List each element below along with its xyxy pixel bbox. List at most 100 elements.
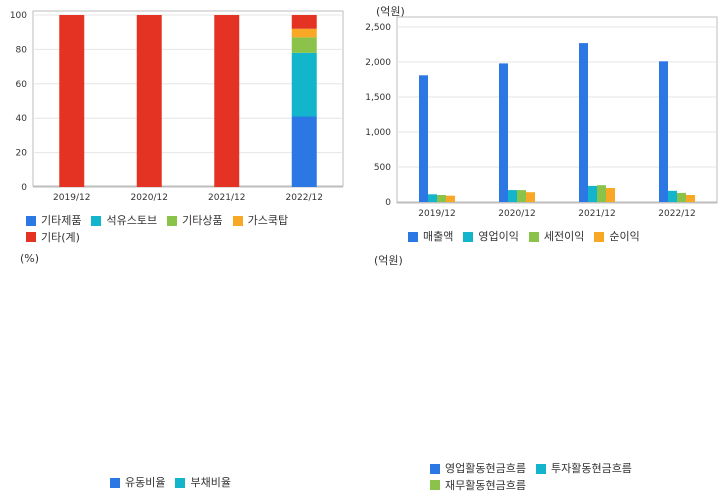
bar (136, 15, 162, 187)
plot-frame (396, 16, 718, 204)
legend-item: 순이익 (594, 229, 640, 244)
bar (588, 185, 597, 202)
bar (214, 15, 240, 187)
y-tick-label: 1,500 (365, 93, 391, 103)
legend-profit: 매출액 영업이익 세전이익 순이익 (408, 229, 708, 246)
legend-label: 가스쿡탑 (247, 214, 289, 227)
bar (419, 75, 428, 202)
legend-label: 영업이익 (478, 230, 519, 243)
bar (291, 52, 317, 117)
legend-label: 투자활동현금흐름 (550, 462, 632, 475)
chart-cashflow: -140-700701402019/122020/122021/122022/1… (360, 248, 720, 460)
y-tick-label: 80 (16, 45, 28, 55)
bar (291, 15, 317, 29)
y-tick-label: 0 (385, 198, 391, 208)
bar (291, 116, 317, 187)
y-tick-label: 2,000 (365, 58, 391, 68)
legend-label: 매출액 (423, 230, 454, 243)
bar (59, 15, 85, 187)
bar (508, 190, 517, 202)
legend-label: 기타(계) (41, 230, 80, 244)
bar (446, 195, 455, 202)
legend-swatch (463, 231, 474, 242)
bar (606, 188, 615, 202)
legend-swatch (430, 463, 440, 474)
legend-swatch (408, 231, 418, 242)
bar (437, 195, 446, 202)
unit-label: (%) (20, 252, 40, 265)
x-tick-label: 2019/12 (418, 209, 455, 219)
legend-swatch (535, 463, 546, 474)
legend-label: 영업활동현금흐름 (445, 462, 526, 475)
x-tick-label: 2019/12 (53, 193, 90, 203)
legend-label: 부채비율 (190, 476, 231, 489)
y-tick-label: 60 (16, 80, 28, 90)
legend-swatch (430, 480, 440, 490)
legend-item: 기타상품 (167, 213, 223, 228)
legend-item: 가스쿡탑 (232, 213, 289, 228)
legend-label: 세전이익 (543, 230, 585, 243)
legend-item: 투자활동현금흐름 (535, 461, 632, 476)
legend-item: 석유스토브 (91, 213, 157, 228)
x-tick-label: 2022/12 (658, 209, 695, 219)
legend-item: 기타(계) (26, 230, 80, 245)
bar (291, 28, 317, 38)
legend-item: 매출액 (408, 229, 453, 244)
legend-swatch (232, 215, 243, 226)
x-tick-label: 2021/12 (208, 193, 245, 203)
legend-swatch (91, 215, 102, 226)
x-tick-label: 2022/12 (286, 193, 323, 203)
bar (526, 192, 535, 202)
legend-item: 유동비율 (110, 475, 165, 490)
legend-item: 세전이익 (528, 229, 585, 244)
legend-swatch (167, 215, 178, 226)
bar (677, 192, 686, 202)
chart-product-mix: 0 20 40 60 80 100 2019/12 2020/12 2021/12 2022/12 (10, 10, 344, 203)
legend-item: 재무활동현금흐름 (430, 478, 526, 493)
x-tick-label: 2020/12 (498, 209, 535, 219)
y-tick-label: 2,500 (365, 23, 391, 33)
chart-panel-cashflow: (억원) -140-700701402019/122020/122021/122… (360, 248, 720, 496)
legend-label: 석유스토브 (106, 214, 158, 227)
chart-ratios: 0501001502002502019/122020/122021/122022… (0, 248, 360, 473)
unit-label: (억원) (374, 254, 403, 267)
y-tick-label: 40 (16, 114, 28, 124)
bar (597, 185, 606, 202)
y-tick-label: 1,000 (365, 128, 391, 138)
legend-label: 유동비율 (125, 476, 166, 489)
chart-panel-product-mix: 0 20 40 60 80 100 2019/12 2020/12 2021/12 2022/12… (0, 0, 360, 248)
chart-panel-profit: (억원) 0 500 1,000 1,500 2,000 2,500 2019/12 2020… (360, 0, 720, 248)
x-tick-label: 2020/12 (131, 193, 168, 203)
legend-swatch (26, 232, 36, 242)
legend-ratios: 유동비율 부채비율 (110, 475, 330, 492)
chart-panel-ratios: (%) 0501001502002502019/122020/122021/12… (0, 248, 360, 496)
bar (517, 190, 526, 202)
bar (579, 43, 588, 202)
legend-label: 순이익 (609, 230, 640, 243)
y-tick-label: 100 (10, 11, 27, 21)
y-tick-label: 500 (374, 163, 391, 173)
x-tick-label: 2021/12 (578, 209, 615, 219)
legend-label: 기타상품 (182, 214, 223, 227)
legend-item: 기타제품 (26, 213, 81, 228)
legend-item: 부채비율 (175, 475, 231, 490)
bar (428, 194, 437, 202)
y-tick-label: 20 (16, 149, 28, 159)
legend-swatch (175, 477, 186, 488)
legend-swatch (26, 215, 36, 226)
legend-swatch (528, 231, 539, 242)
unit-label: (억원) (376, 5, 405, 18)
bar (668, 190, 677, 202)
plot-frame (32, 10, 344, 187)
y-tick-label: 0 (21, 183, 27, 193)
bar (659, 61, 668, 202)
bar (686, 195, 695, 202)
legend-item: 영업활동현금흐름 (430, 461, 526, 476)
bar (291, 37, 317, 53)
bar (499, 63, 508, 203)
legend-swatch (594, 231, 605, 242)
legend-swatch (110, 477, 120, 488)
legend-label: 재무활동현금흐름 (445, 478, 526, 492)
